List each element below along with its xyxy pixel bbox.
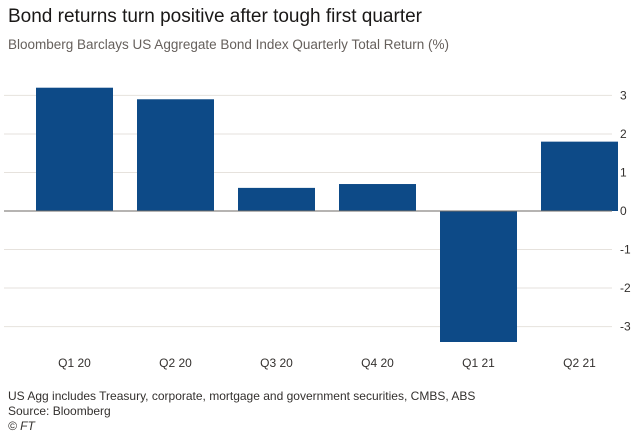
y-tick-label: -1: [620, 243, 631, 257]
y-tick-label: 3: [620, 88, 627, 102]
y-tick-label: 1: [620, 165, 627, 179]
chart-title: Bond returns turn positive after tough f…: [8, 6, 422, 27]
x-tick-label: Q1 21: [462, 356, 495, 370]
x-tick-label: Q3 20: [260, 356, 293, 370]
bar: [36, 87, 113, 211]
y-tick-label: -3: [620, 320, 631, 334]
bar: [137, 99, 214, 211]
y-tick-label: 0: [620, 204, 627, 218]
y-tick-label: 2: [620, 127, 627, 141]
bar: [440, 211, 517, 342]
x-tick-label: Q4 20: [361, 356, 394, 370]
y-tick-label: -2: [620, 281, 631, 295]
credit-note: © FT: [8, 419, 35, 433]
chart-subtitle: Bloomberg Barclays US Aggregate Bond Ind…: [8, 37, 449, 52]
bar: [238, 187, 315, 211]
bar: [339, 184, 416, 211]
x-tick-label: Q2 20: [159, 356, 192, 370]
x-tick-label: Q1 20: [58, 356, 91, 370]
x-tick-label: Q2 21: [563, 356, 596, 370]
source-note: Source: Bloomberg: [8, 404, 111, 418]
footnote: US Agg includes Treasury, corporate, mor…: [8, 389, 476, 403]
bar: [541, 141, 618, 211]
